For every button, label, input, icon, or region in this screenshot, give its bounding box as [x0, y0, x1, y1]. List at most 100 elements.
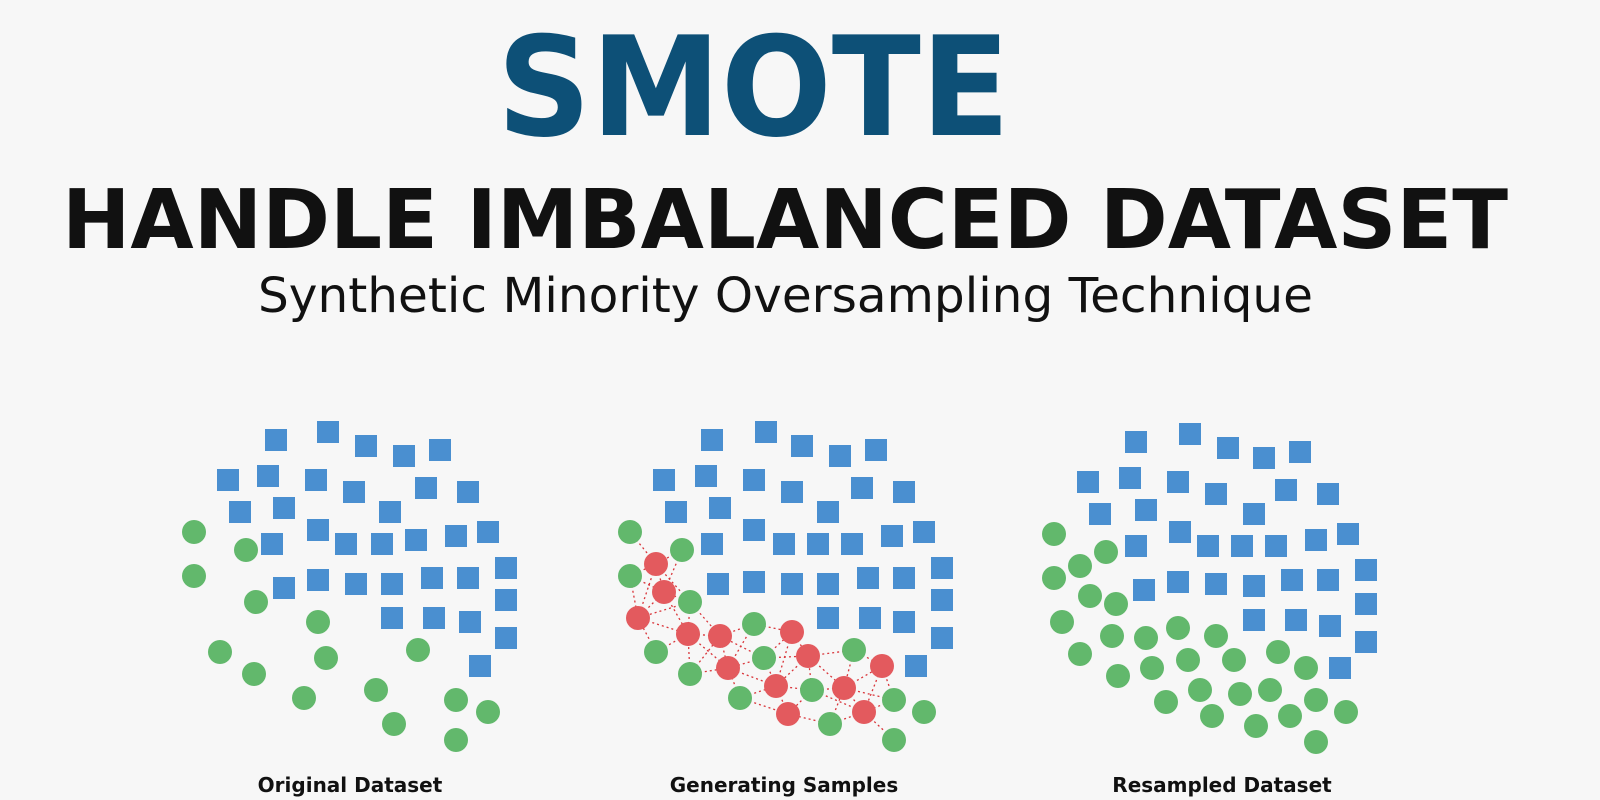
minority-circle — [678, 590, 702, 614]
minority-circle — [1304, 688, 1328, 712]
majority-square — [817, 607, 839, 629]
minority-circle — [670, 538, 694, 562]
majority-square — [423, 607, 445, 629]
synthetic-circle — [776, 702, 800, 726]
minority-circle — [1050, 610, 1074, 634]
minority-circle — [1204, 624, 1228, 648]
majority-square — [743, 519, 765, 541]
majority-square — [851, 477, 873, 499]
majority-square — [317, 421, 339, 443]
minority-circle — [1334, 700, 1358, 724]
panel-label: Generating Samples — [670, 773, 898, 797]
majority-square — [273, 577, 295, 599]
minority-circle — [678, 662, 702, 686]
majority-square — [459, 611, 481, 633]
majority-square — [1169, 521, 1191, 543]
minority-circle — [1042, 566, 1066, 590]
majority-square — [1317, 569, 1339, 591]
majority-square — [791, 435, 813, 457]
minority-circle — [1100, 624, 1124, 648]
majority-square — [931, 627, 953, 649]
majority-square — [379, 501, 401, 523]
majority-square — [857, 567, 879, 589]
minority-circle — [1228, 682, 1252, 706]
minority-circle — [1106, 664, 1130, 688]
majority-square — [709, 497, 731, 519]
majority-square — [817, 501, 839, 523]
minority-circle — [406, 638, 430, 662]
panel-label: Original Dataset — [258, 773, 443, 797]
majority-square — [1243, 575, 1265, 597]
interpolation-link — [637, 617, 689, 635]
majority-square — [1167, 471, 1189, 493]
minority-circle — [1068, 554, 1092, 578]
majority-square — [905, 655, 927, 677]
majority-square — [1253, 447, 1275, 469]
interpolation-link — [727, 667, 777, 687]
majority-square — [257, 465, 279, 487]
heading: HANDLE IMBALANCED DATASET — [62, 173, 1508, 268]
majority-square — [495, 589, 517, 611]
majority-square — [343, 481, 365, 503]
majority-square — [807, 533, 829, 555]
majority-square — [415, 477, 437, 499]
majority-square — [781, 481, 803, 503]
synthetic-circle — [832, 676, 856, 700]
minority-circle — [292, 686, 316, 710]
minority-circle — [618, 520, 642, 544]
minority-circle — [1176, 648, 1200, 672]
minority-circle — [444, 688, 468, 712]
synthetic-circle — [780, 620, 804, 644]
majority-square — [1329, 657, 1351, 679]
majority-square — [345, 573, 367, 595]
majority-square — [1125, 535, 1147, 557]
majority-square — [1243, 609, 1265, 631]
majority-square — [743, 469, 765, 491]
majority-square — [445, 525, 467, 547]
majority-square — [755, 421, 777, 443]
majority-square — [469, 655, 491, 677]
majority-square — [707, 573, 729, 595]
majority-square — [1217, 437, 1239, 459]
minority-circle — [382, 712, 406, 736]
minority-circle — [1188, 678, 1212, 702]
minority-circle — [306, 610, 330, 634]
interpolation-link — [739, 697, 789, 715]
minority-circle — [1154, 690, 1178, 714]
majority-square — [1355, 593, 1377, 615]
majority-square — [307, 569, 329, 591]
majority-square — [893, 611, 915, 633]
majority-square — [1285, 609, 1307, 631]
minority-circle — [1200, 704, 1224, 728]
majority-square — [273, 497, 295, 519]
majority-square — [781, 573, 803, 595]
synthetic-circle — [764, 674, 788, 698]
minority-circle — [1068, 642, 1092, 666]
minority-circle — [912, 700, 936, 724]
synthetic-circle — [652, 580, 676, 604]
synthetic-circle — [852, 700, 876, 724]
majority-square — [931, 589, 953, 611]
minority-circle — [444, 728, 468, 752]
majority-square — [865, 439, 887, 461]
minority-circle — [364, 678, 388, 702]
minority-circle — [1266, 640, 1290, 664]
minority-circle — [882, 688, 906, 712]
majority-square — [305, 469, 327, 491]
majority-square — [405, 529, 427, 551]
minority-circle — [800, 678, 824, 702]
majority-square — [773, 533, 795, 555]
panel-label: Resampled Dataset — [1112, 773, 1332, 797]
majority-square — [371, 533, 393, 555]
majority-square — [1167, 571, 1189, 593]
majority-square — [1305, 529, 1327, 551]
majority-square — [217, 469, 239, 491]
majority-square — [1243, 503, 1265, 525]
majority-square — [1125, 431, 1147, 453]
minority-circle — [1166, 616, 1190, 640]
majority-square — [1119, 467, 1141, 489]
majority-square — [307, 519, 329, 541]
majority-square — [1197, 535, 1219, 557]
majority-square — [1337, 523, 1359, 545]
majority-square — [495, 627, 517, 649]
